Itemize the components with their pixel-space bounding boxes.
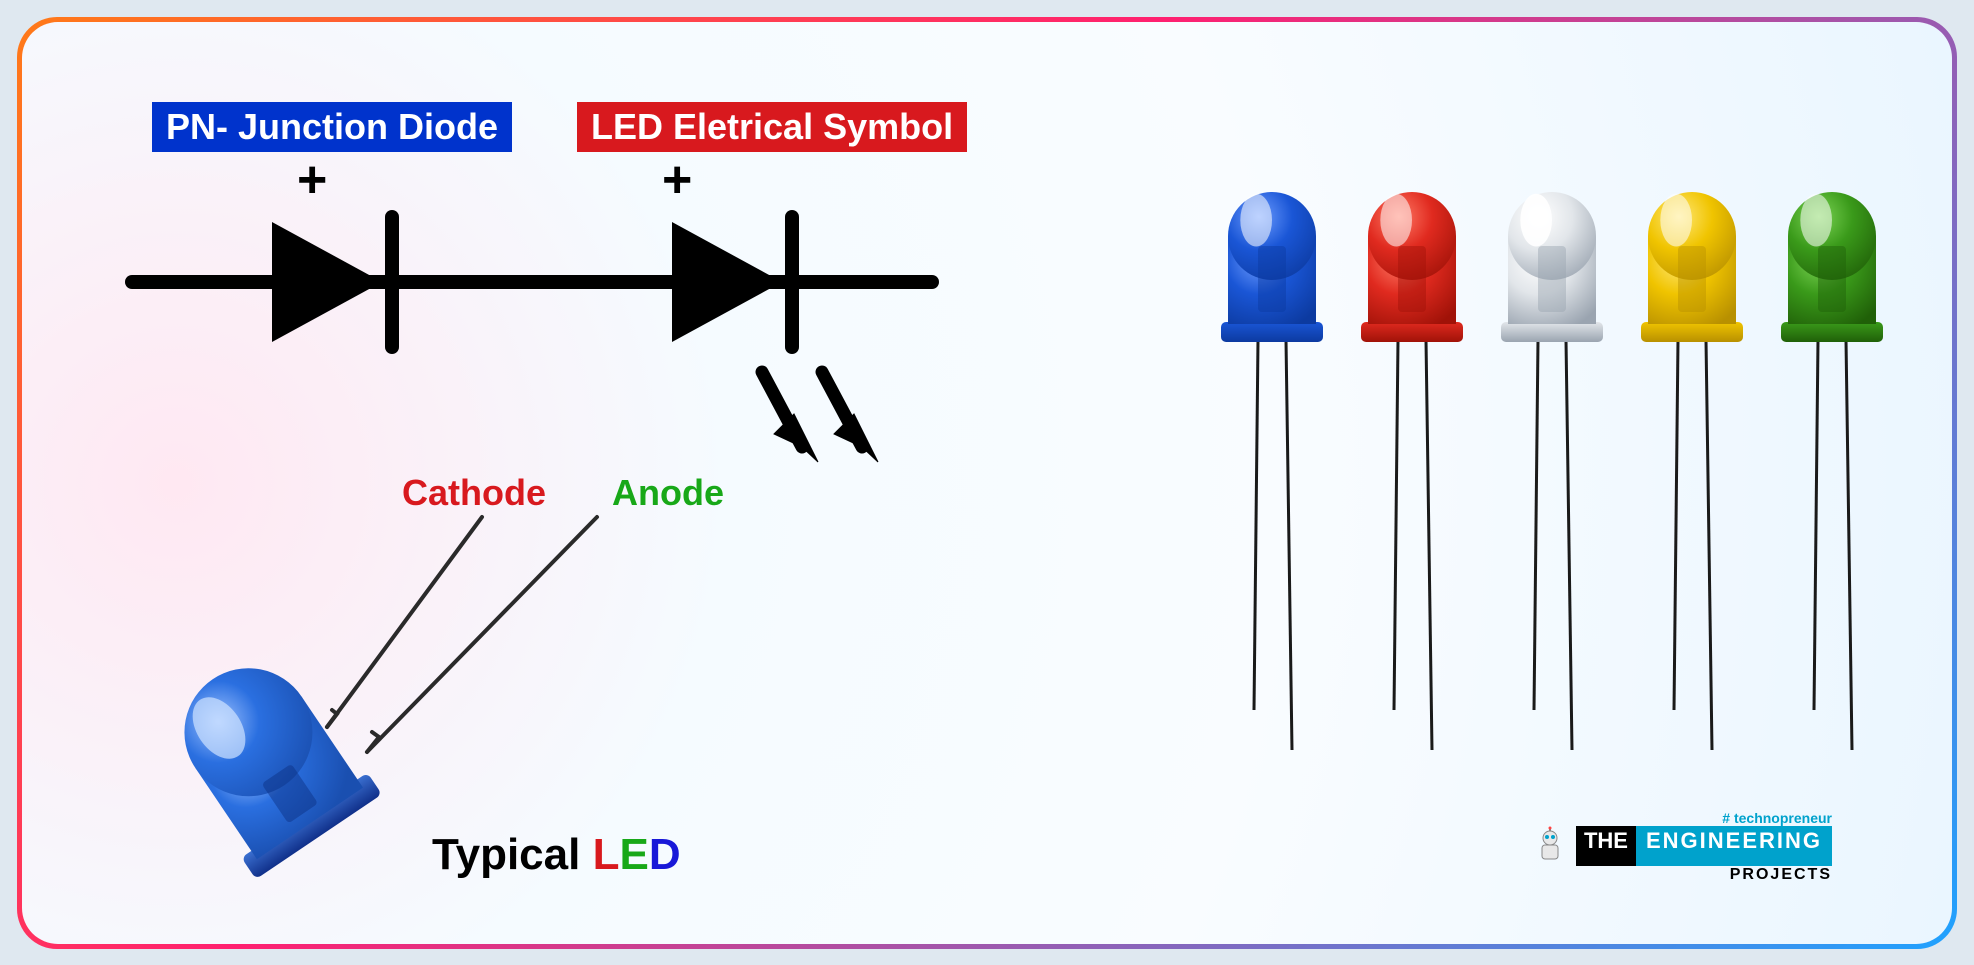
plus-sign-diode: + (297, 150, 327, 210)
typical-led-illustration (132, 452, 792, 892)
led-white (1501, 192, 1603, 750)
led-red (1361, 192, 1463, 750)
led-blue (1221, 192, 1323, 750)
label-typical-led: Typical LED (432, 830, 681, 880)
label-typical-e: E (619, 830, 648, 879)
watermark-the: THE (1576, 826, 1636, 866)
label-led-symbol: LED Eletrical Symbol (577, 102, 967, 152)
led-yellow (1641, 192, 1743, 750)
watermark-eng: ENGINEERING (1636, 826, 1832, 866)
gradient-frame: PN- Junction Diode LED Eletrical Symbol … (17, 17, 1957, 949)
pn-diode-symbol (132, 202, 512, 362)
led-symbol (512, 202, 952, 482)
watermark: # technopreneur THE ENGINEERING PROJECTS (1530, 810, 1832, 884)
plus-sign-led: + (662, 150, 692, 210)
watermark-projects: PROJECTS (1530, 866, 1832, 884)
diagram-canvas: PN- Junction Diode LED Eletrical Symbol … (22, 22, 1952, 944)
label-pn-junction: PN- Junction Diode (152, 102, 512, 152)
emission-arrows-icon (762, 372, 878, 462)
led-row-illustration (1212, 192, 1932, 772)
watermark-hashtag: # technopreneur (1530, 810, 1832, 826)
robot-icon (1530, 826, 1570, 866)
led-green (1781, 192, 1883, 750)
label-typical-prefix: Typical (432, 830, 593, 879)
label-typical-d: D (649, 830, 681, 879)
label-typical-l: L (593, 830, 620, 879)
